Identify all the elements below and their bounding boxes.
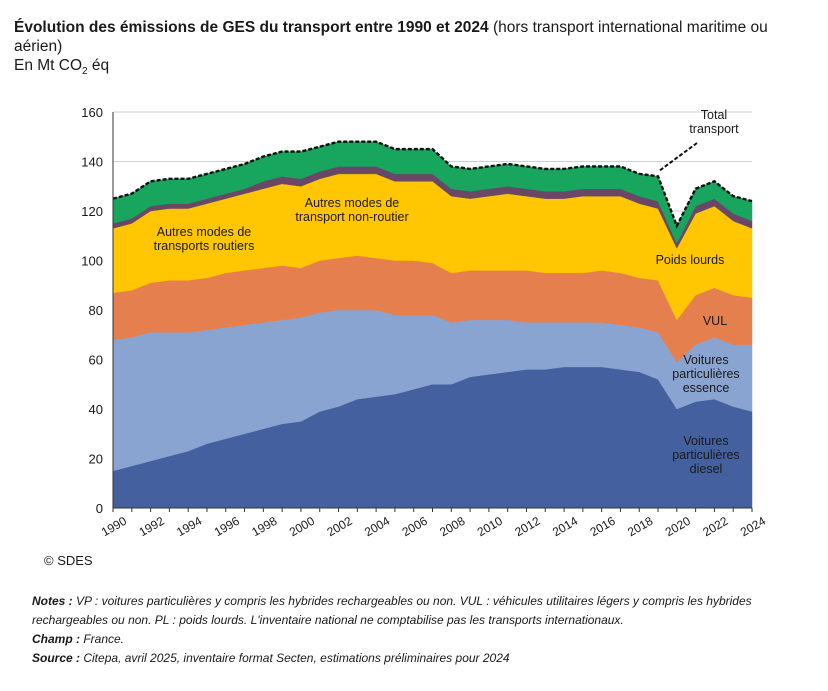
series-labels: Total transport Autres modes de transport n… [154,108,740,476]
source-line: Source : Citepa, avril 2025, inventaire … [32,651,510,665]
total-leader-line [658,142,698,172]
x-tick-label: 2002 [324,514,354,540]
x-tick-label: 2000 [287,514,317,540]
emissions-area-chart: 0 20 40 60 80 100 120 140 160 1990 1992 1994 1996 199… [81,105,768,540]
x-tick-label: 2008 [437,514,467,540]
series-label-total: Total transport [689,108,739,136]
x-tick-label: 2010 [475,514,505,540]
x-tick-label: 2014 [550,514,580,540]
x-tick-label: 1994 [174,514,204,540]
x-tick-label: 2022 [700,514,730,540]
series-label-diesel: Voitures particulières diesel [672,434,739,476]
y-tick-label: 60 [89,353,103,368]
y-tick-label: 80 [89,303,103,318]
series-label-routiers: Autres modes de transports routiers [154,225,255,253]
copyright: © SDES [44,553,93,568]
x-tick-label: 2012 [512,514,542,540]
y-tick-label: 20 [89,452,103,467]
x-tick-label: 2016 [588,514,618,540]
notes-block: Notes : VP : voitures particulières y co… [32,592,812,668]
x-tick-label: 2018 [625,514,655,540]
chart-unit: En Mt CO2 éq [14,57,110,78]
series-label-essence: Voitures particulières essence [672,353,739,395]
y-tick-label: 160 [81,105,103,120]
x-tick-label: 1992 [137,514,167,540]
x-tick-label: 2006 [400,514,430,540]
total-transport-line [112,140,753,229]
chart-title: Évolution des émissions de GES du transp… [14,19,768,55]
y-tick-label: 140 [81,155,103,170]
series-label-pl: Poids lourds [656,253,725,267]
x-tick-label: 2020 [663,514,693,540]
chart-title-block: Évolution des émissions de GES du transp… [14,18,814,81]
y-tick-label: 40 [89,402,103,417]
total-line [112,140,753,229]
champ-line: Champ : France. [32,632,125,646]
y-tick-label: 0 [96,501,103,516]
x-tick-label: 1996 [212,514,242,540]
x-tick-label: 2024 [738,514,768,540]
stacked-areas [112,141,753,509]
series-label-vul: VUL [703,314,727,328]
y-tick-label: 120 [81,204,103,219]
notes-line: Notes : VP : voitures particulières y co… [32,594,752,627]
x-tick-label: 1998 [249,514,279,540]
y-tick-label: 100 [81,254,103,269]
series-label-non_routier: Autres modes de transport non-routier [295,196,408,224]
x-tick-label: 2004 [362,514,392,540]
x-tick-label: 1990 [99,514,129,540]
